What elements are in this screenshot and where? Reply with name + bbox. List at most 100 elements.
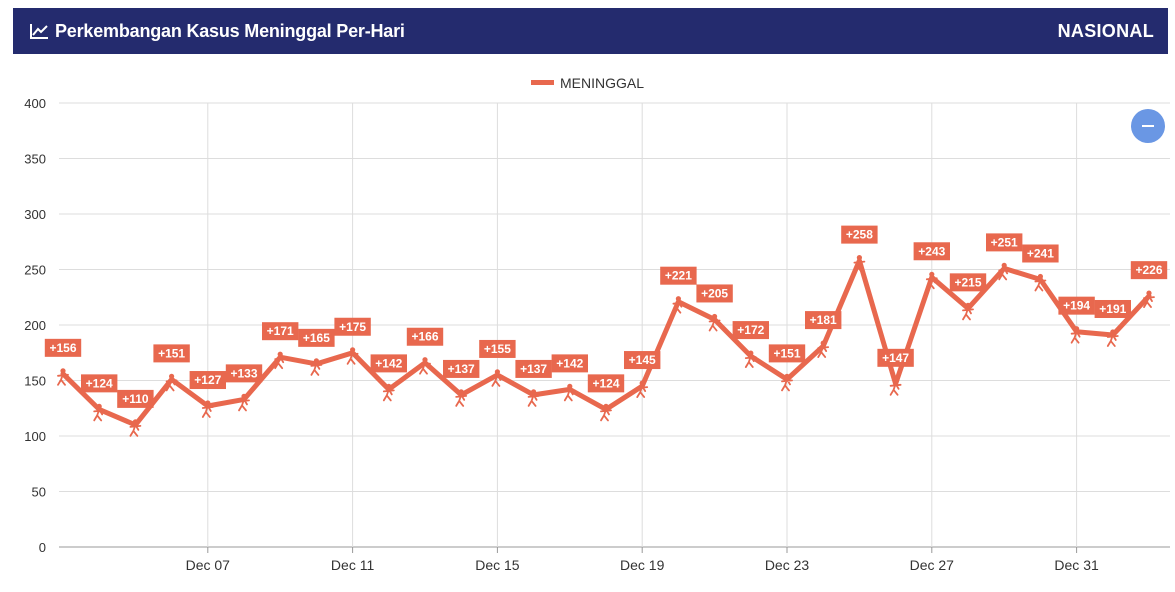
data-label: +110 [122,392,149,406]
data-label: +137 [520,362,547,376]
point-glyph [491,373,504,387]
data-point[interactable] [672,296,685,314]
data-point[interactable] [853,255,866,273]
point-marker [856,255,862,261]
data-label: +155 [484,342,511,356]
data-point[interactable] [419,357,431,375]
data-label: +258 [846,228,873,242]
data-label-box [986,233,1023,252]
legend[interactable]: MENINGGAL [531,75,644,91]
chart-area: 0 50 100 150 200 250 300 350 400 Dec 07 Dec 11 Dec … [0,62,1175,587]
data-point[interactable] [201,400,214,418]
point-glyph [600,408,612,422]
data-label-box [1094,299,1131,318]
data-point[interactable] [1143,290,1155,309]
data-point[interactable] [382,383,395,402]
point-marker [639,380,645,386]
line-chart: 0 50 100 150 200 250 300 350 400 Dec 07 Dec 11 Dec … [24,75,1170,573]
data-label: +124 [592,376,619,390]
data-point[interactable] [310,358,323,376]
data-label-box [732,321,769,340]
point-glyph [419,361,431,375]
point-marker [820,340,826,346]
data-point[interactable] [129,419,142,437]
minus-icon [1142,125,1154,127]
data-point[interactable] [925,271,938,290]
point-marker [893,378,899,384]
y-tick-label: 150 [24,374,46,389]
data-label-box [913,242,950,261]
data-label: +175 [339,320,366,334]
data-label: +181 [810,313,837,327]
zoom-reset-button[interactable] [1131,109,1165,143]
data-point[interactable] [1034,273,1047,292]
data-label-box [515,359,552,378]
point-marker [748,350,754,356]
data-point[interactable] [744,350,757,369]
data-point[interactable] [889,378,902,396]
data-point[interactable] [491,369,504,387]
data-point[interactable] [57,368,69,386]
data-point[interactable] [1070,326,1083,344]
data-point[interactable] [636,380,649,399]
x-tick-label: Dec 07 [186,557,231,573]
point-glyph [1106,334,1119,347]
data-point[interactable] [1106,329,1119,347]
data-label-box [406,327,444,346]
data-label: +226 [1135,263,1162,277]
data-point[interactable] [93,403,106,422]
data-point[interactable] [455,389,468,407]
point-marker [350,347,356,353]
x-tick-label: Dec 19 [620,557,665,573]
data-point[interactable] [708,313,721,332]
data-label-box [262,322,299,341]
data-point[interactable] [527,389,540,407]
data-label: +172 [737,323,764,337]
y-tick-label: 50 [32,485,46,500]
point-glyph [129,423,142,437]
data-point[interactable] [998,262,1011,281]
point-marker [1110,329,1116,335]
data-label-box [768,344,806,363]
series-meninggal [57,255,1155,437]
header-title-group: Perkembangan Kasus Meninggal Per-Hari [29,21,405,42]
point-glyph [382,388,395,402]
data-label: +221 [665,269,692,283]
point-marker [784,373,790,379]
data-label-box [1022,244,1059,263]
data-point[interactable] [600,403,612,422]
data-point[interactable] [165,373,178,392]
x-tick-label: Dec 31 [1054,557,1099,573]
data-label: +151 [158,346,185,360]
data-label-box [1130,261,1168,280]
data-point[interactable] [962,302,974,321]
point-marker [1146,290,1152,296]
point-glyph [853,259,866,273]
x-tick-label: Dec 11 [331,557,375,573]
legend-swatch[interactable] [531,80,554,85]
point-glyph [636,385,649,399]
data-point[interactable] [238,393,250,412]
data-label-box [841,225,878,244]
data-label: +171 [267,324,294,338]
point-marker [241,393,247,399]
point-glyph [925,276,938,290]
data-point[interactable] [563,383,576,402]
data-point[interactable] [817,340,830,359]
point-marker [422,357,428,363]
data-point[interactable] [781,373,793,392]
data-label: +251 [991,235,1018,249]
point-marker [567,383,573,389]
point-glyph [708,318,721,332]
legend-label[interactable]: MENINGGAL [560,75,644,91]
data-label-box [443,359,480,378]
point-glyph [1034,278,1047,292]
point-glyph [1143,295,1155,309]
data-label-box [660,266,697,285]
region-label: NASIONAL [1057,20,1154,41]
data-point[interactable] [274,351,287,370]
data-label-box [696,284,733,303]
data-point[interactable] [346,347,359,365]
data-label: +243 [918,244,945,258]
point-glyph [744,355,757,369]
